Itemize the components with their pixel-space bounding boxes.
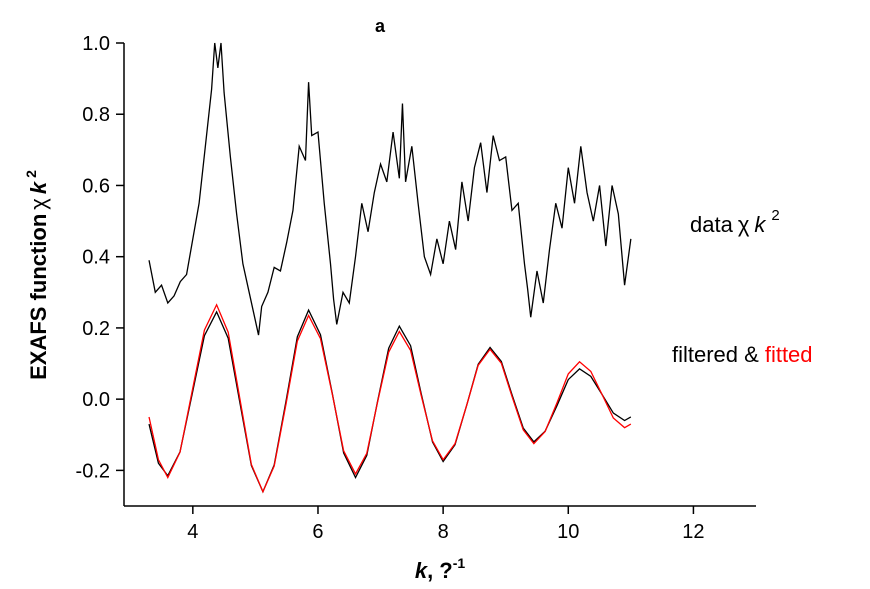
data-annotation: data χ k 2 <box>690 207 780 237</box>
ann-chi: χ <box>738 212 750 237</box>
x-tick-label: 6 <box>312 521 323 543</box>
y-tick-label: 0.6 <box>82 175 110 197</box>
x-tick-label: 12 <box>682 521 704 543</box>
y-axis-label: EXAFS function χk 2 <box>23 170 51 380</box>
x-label-k: k <box>415 558 429 583</box>
y-tick-label: 0.8 <box>82 104 110 126</box>
ann-k: k <box>754 212 766 237</box>
y-label-sup: 2 <box>23 170 39 178</box>
ann-data: data <box>690 212 734 237</box>
y-label-chi: χ <box>26 198 51 210</box>
series-line <box>148 303 632 494</box>
chart-title: a <box>375 16 386 36</box>
y-tick-label: -0.2 <box>76 460 110 482</box>
y-tick-label: 1.0 <box>82 33 110 55</box>
y-label-text: EXAFS function <box>26 214 51 380</box>
series-line <box>148 308 632 494</box>
x-label-unit: , ? <box>427 558 453 583</box>
y-label-k: k <box>26 180 51 194</box>
y-tick-label: 0.4 <box>82 247 110 269</box>
ann-filtered: filtered & <box>672 342 759 367</box>
x-axis-label: k, ?-1 <box>415 555 466 583</box>
x-tick-label: 4 <box>187 521 198 543</box>
x-label-sup: -1 <box>453 555 466 571</box>
x-tick-label: 10 <box>557 521 579 543</box>
fit-annotation: filtered & fitted <box>672 342 813 367</box>
x-tick-label: 8 <box>438 521 449 543</box>
y-tick-label: 0.0 <box>82 389 110 411</box>
ann-fitted: fitted <box>765 342 813 367</box>
y-tick-label: 0.2 <box>82 318 110 340</box>
ann-sup: 2 <box>771 207 779 224</box>
series-line <box>148 42 632 336</box>
